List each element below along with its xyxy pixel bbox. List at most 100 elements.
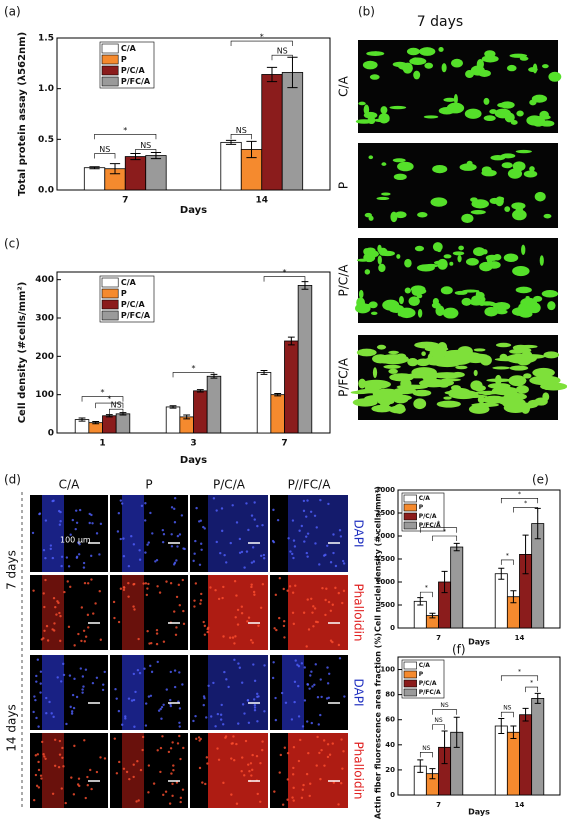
cell-blob	[471, 199, 489, 209]
nucleus	[83, 739, 86, 742]
nucleus	[230, 793, 233, 796]
nucleus	[317, 723, 320, 726]
legend-label: P/C/A	[121, 66, 146, 75]
nucleus	[146, 543, 149, 546]
nucleus	[243, 774, 246, 777]
bar	[270, 394, 285, 434]
nucleus	[323, 764, 326, 767]
cell-blob	[449, 261, 454, 266]
significance-bracket	[419, 591, 433, 598]
nucleus	[255, 754, 259, 758]
nucleus	[279, 753, 283, 757]
nucleus	[220, 529, 224, 533]
nucleus	[259, 606, 263, 609]
nucleus	[56, 600, 59, 603]
nucleus	[52, 596, 56, 600]
cell-blob	[438, 47, 444, 52]
nucleus	[278, 577, 282, 580]
nucleus	[57, 765, 61, 769]
error-bar	[498, 567, 505, 580]
nucleus	[287, 537, 290, 540]
nucleus	[240, 605, 244, 608]
cell-blob	[362, 60, 378, 70]
significance-bracket	[109, 408, 124, 415]
significance-label: NS	[440, 702, 448, 709]
panel-label: (b)	[358, 5, 375, 19]
nucleus	[49, 544, 53, 547]
y-tick-label: 20	[385, 766, 395, 774]
cell-blob	[424, 263, 439, 268]
nucleus	[59, 680, 63, 683]
nucleus	[334, 564, 338, 568]
nucleus	[137, 799, 140, 802]
nucleus	[150, 670, 154, 674]
nucleus	[147, 695, 151, 698]
nucleus	[328, 672, 331, 676]
nucleus	[39, 691, 42, 694]
nucleus	[307, 751, 310, 755]
nucleus	[289, 550, 292, 553]
error-bar	[89, 166, 100, 170]
cell-blob	[417, 212, 428, 218]
significance-bracket	[172, 372, 215, 378]
significance-label: *	[506, 552, 509, 559]
cell-blob	[519, 344, 538, 349]
nucleus	[216, 712, 220, 716]
bar	[297, 285, 313, 434]
cell-blob	[397, 161, 414, 172]
error-bar	[78, 417, 86, 422]
nucleus	[171, 794, 174, 798]
error-bar	[510, 590, 517, 604]
x-axis-label: Days	[468, 808, 490, 817]
nucleus	[154, 560, 157, 563]
nucleus	[48, 700, 51, 704]
nucleus	[95, 532, 99, 535]
nucleus	[253, 709, 257, 712]
cell-blob	[355, 119, 373, 124]
nucleus	[256, 720, 259, 723]
nucleus	[291, 591, 295, 594]
y-axis-label: Actin fiber fluorescence area fraction (…	[374, 633, 383, 819]
nucleus	[119, 499, 123, 502]
cell-blob	[394, 211, 407, 219]
significance-label: *	[518, 491, 521, 498]
nucleus	[250, 585, 253, 589]
nucleus	[338, 529, 342, 532]
stain-label: Phalloidin	[352, 741, 366, 799]
bar	[83, 167, 106, 191]
nucleus	[240, 611, 244, 615]
tissue	[288, 495, 348, 572]
nucleus	[137, 637, 140, 641]
x-tick-label: 14	[255, 196, 268, 206]
nucleus	[147, 582, 150, 586]
nucleus	[87, 626, 90, 629]
nucleus	[170, 772, 173, 775]
cell-blob	[361, 379, 392, 390]
nucleus	[42, 592, 45, 595]
nucleus	[282, 587, 285, 591]
significance-label: NS	[277, 47, 288, 56]
nucleus	[291, 773, 295, 776]
cell-blob	[504, 206, 511, 212]
cell-blob	[453, 93, 458, 105]
nucleus	[169, 747, 173, 750]
cell-blob	[469, 298, 483, 306]
nucleus	[173, 685, 177, 689]
nucleus	[261, 523, 264, 527]
channel	[122, 655, 144, 730]
cell-blob	[412, 389, 432, 397]
nucleus	[252, 590, 256, 594]
nucleus	[332, 551, 335, 555]
nucleus	[124, 717, 127, 720]
nucleus	[325, 587, 328, 590]
significance-label: *	[524, 500, 527, 507]
legend-swatch	[403, 521, 417, 530]
cell-blob	[539, 255, 544, 266]
legend-swatch	[403, 503, 417, 512]
cell-blob	[410, 285, 426, 293]
nucleus	[175, 595, 179, 599]
nucleus	[59, 510, 62, 514]
cell-blob	[448, 390, 479, 400]
nucleus	[179, 796, 183, 800]
nucleus	[332, 533, 335, 536]
